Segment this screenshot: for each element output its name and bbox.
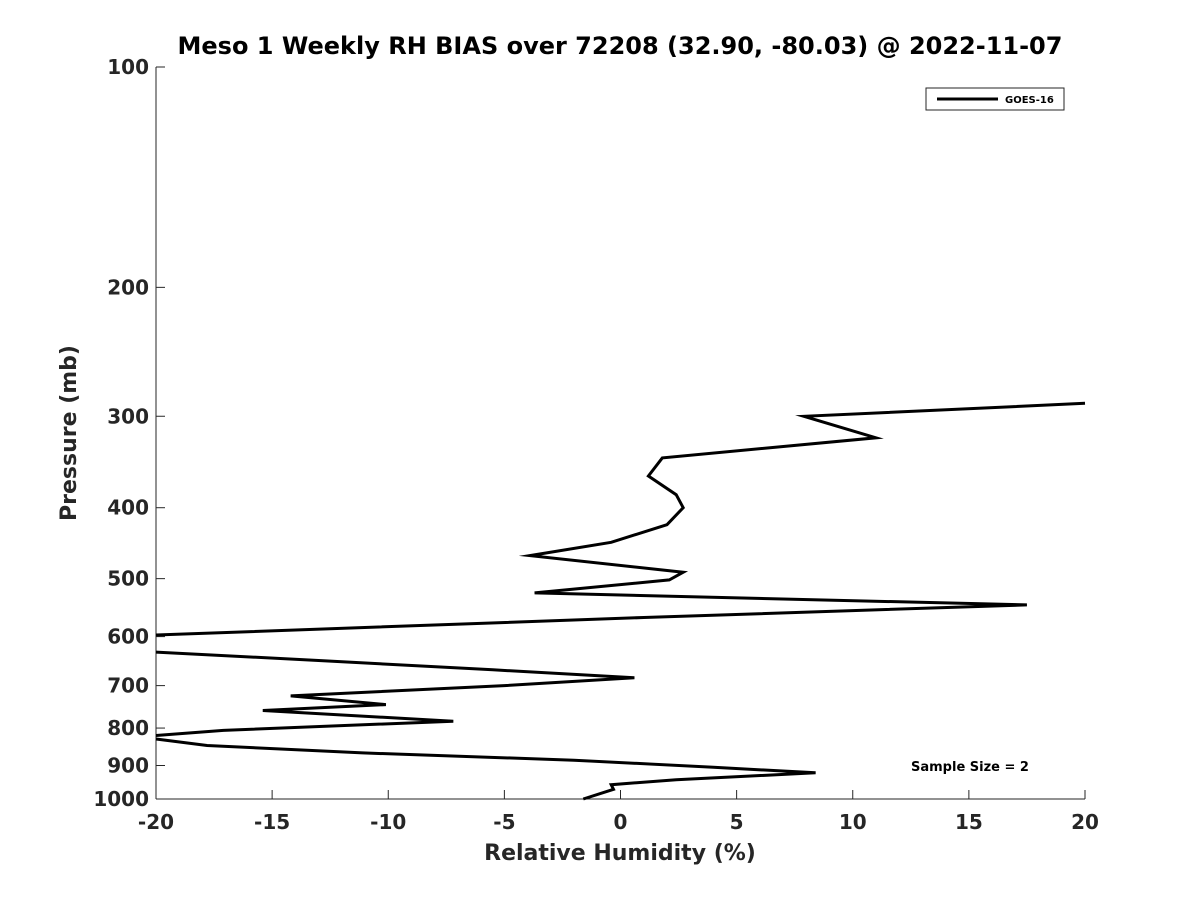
y-tick-label: 800: [107, 716, 149, 740]
x-axis-ticks: -20 -15 -10 -5 0 5 10 15 20: [138, 790, 1099, 834]
x-tick-label: -5: [493, 810, 515, 834]
y-tick-label: 900: [107, 754, 149, 778]
x-tick-label: 0: [614, 810, 628, 834]
y-tick-label: 1000: [93, 787, 149, 811]
plot-background: [156, 67, 1085, 799]
x-tick-label: -15: [254, 810, 290, 834]
y-axis-ticks: 100 200 300 400 500 600 700 800 900 1000: [93, 55, 165, 811]
y-tick-label: 400: [107, 496, 149, 520]
y-tick-label: 600: [107, 625, 149, 649]
x-tick-label: -20: [138, 810, 174, 834]
sample-size-annotation: Sample Size = 2: [911, 760, 1029, 775]
x-tick-label: -10: [370, 810, 406, 834]
x-tick-label: 5: [730, 810, 744, 834]
y-tick-label: 500: [107, 567, 149, 591]
x-tick-label: 15: [955, 810, 983, 834]
legend: GOES-16: [925, 87, 1065, 111]
y-tick-label: 300: [107, 404, 149, 428]
legend-entry-goes-16: GOES-16: [1005, 95, 1054, 106]
y-tick-label: 700: [107, 674, 149, 698]
plot-area: [155, 67, 1085, 800]
x-tick-label: 20: [1071, 810, 1099, 834]
y-tick-label: 200: [107, 275, 149, 299]
series-layer: [155, 401, 1086, 801]
series-line-goes-16: [155, 401, 1086, 801]
chart-title: Meso 1 Weekly RH BIAS over 72208 (32.90,…: [178, 32, 1063, 60]
y-tick-label: 100: [107, 55, 149, 79]
x-tick-label: 10: [839, 810, 867, 834]
y-axis-label: Pressure (mb): [57, 345, 82, 521]
x-axis-label: Relative Humidity (%): [484, 841, 756, 866]
